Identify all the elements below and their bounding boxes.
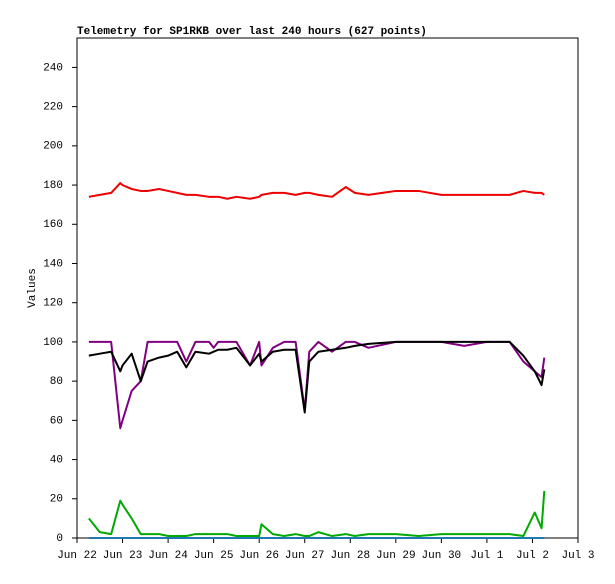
- y-axis-label: Values: [27, 268, 39, 308]
- y-tick-label: 100: [43, 337, 63, 349]
- x-tick-label: Jun 23: [103, 550, 143, 562]
- x-tick-label: Jul 1: [470, 550, 503, 562]
- y-tick-label: 80: [50, 376, 63, 388]
- series-line: [88, 340, 546, 414]
- y-tick-label: 180: [43, 180, 63, 192]
- x-tick-label: Jun 24: [148, 550, 188, 562]
- y-tick-label: 60: [50, 415, 63, 427]
- y-tick-label: 220: [43, 102, 63, 114]
- x-tick-label: Jun 22: [57, 550, 97, 562]
- series-line: [88, 340, 546, 430]
- x-tick-label: Jun 29: [376, 550, 416, 562]
- y-tick-label: 0: [56, 533, 63, 545]
- x-tick-label: Jun 28: [330, 550, 370, 562]
- y-tick-label: 120: [43, 298, 63, 310]
- y-tick-label: 240: [43, 62, 63, 74]
- x-tick-label: Jul 2: [516, 550, 549, 562]
- y-tick-label: 200: [43, 141, 63, 153]
- x-tick-label: Jun 27: [285, 550, 325, 562]
- series-line: [88, 182, 545, 200]
- series-line: [88, 490, 546, 538]
- y-tick-label: 140: [43, 258, 63, 270]
- chart-title: Telemetry for SP1RKB over last 240 hours…: [77, 26, 427, 38]
- x-tick-label: Jun 26: [239, 550, 279, 562]
- x-tick-label: Jun 25: [194, 550, 234, 562]
- x-tick-label: Jul 3: [561, 550, 594, 562]
- y-tick-label: 20: [50, 494, 63, 506]
- y-tick-label: 40: [50, 454, 63, 466]
- y-tick-label: 160: [43, 219, 63, 231]
- x-tick-label: Jun 30: [422, 550, 462, 562]
